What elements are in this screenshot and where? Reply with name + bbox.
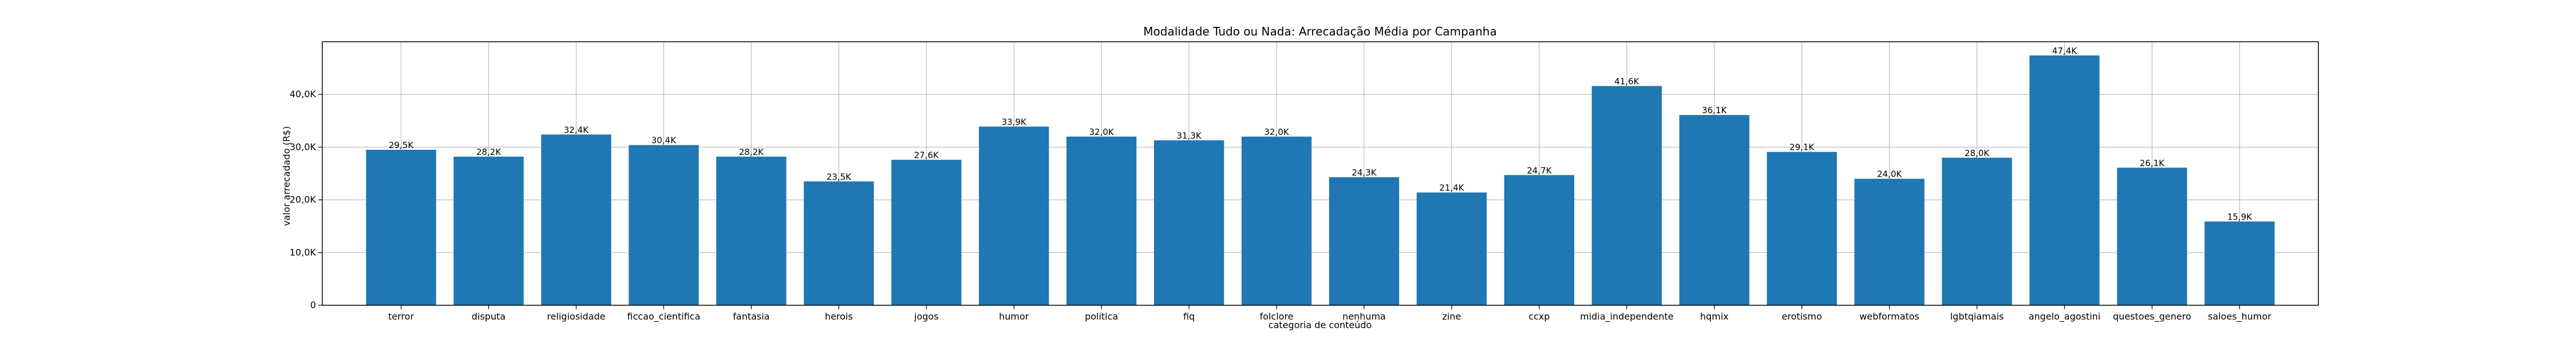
bar-humor: [979, 126, 1049, 305]
y-tick-label: 30,0K: [290, 141, 317, 152]
bar-saloes_humor: [2204, 221, 2275, 305]
bar-religiosidade: [541, 134, 611, 305]
bars: [366, 55, 2275, 306]
x-tick-label-midia_independente: midia_independente: [1580, 311, 1673, 322]
bar-ccxp: [1504, 175, 1575, 305]
x-tick-label-jogos: jogos: [914, 311, 939, 322]
bar-fiq: [1153, 140, 1224, 305]
x-axis: terror disputa religiosidade ficcao_cientif…: [388, 305, 2271, 322]
x-tick-label-angelo_agostini: angelo_agostini: [2029, 311, 2101, 322]
bar-angelo_agostini: [2029, 55, 2100, 306]
bar-hqmix: [1679, 115, 1749, 305]
data-label-herois: 23,5K: [827, 172, 852, 182]
bar-questoes_genero: [2117, 167, 2187, 305]
data-label-religiosidade: 32,4K: [564, 125, 589, 135]
data-label-disputa: 28,2K: [476, 147, 501, 157]
x-tick-label-terror: terror: [388, 311, 414, 322]
bar-midia_independente: [1591, 86, 1662, 305]
x-tick-label-saloes_humor: saloes_humor: [2208, 311, 2271, 322]
x-tick-label-ccxp: ccxp: [1528, 311, 1550, 322]
x-tick-label-politica: politica: [1085, 311, 1118, 322]
y-tick-label: 10,0K: [290, 247, 317, 258]
data-label-erotismo: 29,1K: [1789, 142, 1815, 153]
x-tick-label-fantasia: fantasia: [733, 311, 769, 322]
x-tick-label-folclore: folclore: [1260, 311, 1294, 322]
x-tick-label-questoes_genero: questoes_genero: [2113, 311, 2191, 322]
bar-jogos: [891, 159, 962, 305]
y-tick-label: 40,0K: [290, 89, 317, 99]
x-tick-label-humor: humor: [999, 311, 1029, 322]
bar-fantasia: [716, 156, 787, 305]
bar-terror: [366, 150, 436, 305]
x-tick-label-lgbtqiamais: lgbtqiamais: [1950, 311, 2004, 322]
y-axis-label: valor arrecadado (R$): [281, 126, 292, 226]
data-label-politica: 32,0K: [1089, 127, 1115, 137]
data-label-fiq: 31,3K: [1176, 130, 1202, 141]
bar-webformatos: [1854, 178, 1925, 305]
data-label-questoes_genero: 26,1K: [2140, 158, 2165, 168]
x-tick-label-erotismo: erotismo: [1782, 311, 1822, 322]
bar-herois: [804, 181, 874, 305]
bar-politica: [1066, 136, 1137, 305]
data-label-midia_independente: 41,6K: [1614, 76, 1639, 86]
data-label-nenhuma: 24,3K: [1352, 167, 1377, 178]
plot-frame: [322, 41, 2319, 306]
chart-title: Modalidade Tudo ou Nada: Arrecadação Méd…: [1143, 25, 1496, 38]
data-label-fantasia: 28,2K: [739, 147, 764, 157]
data-label-angelo_agostini: 47,4K: [2052, 46, 2077, 56]
data-label-lgbtqiamais: 28,0K: [1965, 148, 1990, 158]
x-tick-label-religiosidade: religiosidade: [547, 311, 605, 322]
data-label-ccxp: 24,7K: [1527, 165, 1552, 176]
x-tick-label-herois: herois: [825, 311, 853, 322]
x-axis-label: categoria de conteúdo: [1269, 320, 1372, 330]
data-label-folclore: 32,0K: [1264, 127, 1289, 137]
data-label-ficcao_cientifica: 30,4K: [651, 135, 677, 146]
grid-lines: [322, 42, 2318, 306]
x-tick-label-disputa: disputa: [472, 311, 505, 322]
bar-zine: [1416, 192, 1487, 305]
x-tick-label-hqmix: hqmix: [1700, 311, 1729, 322]
bar-lgbtqiamais: [1942, 157, 2012, 305]
bar-erotismo: [1767, 151, 1837, 305]
bar-ficcao_cientifica: [629, 145, 699, 305]
x-tick-label-zine: zine: [1442, 311, 1461, 322]
data-label-jogos: 27,6K: [914, 150, 939, 161]
data-label-humor: 33,9K: [1002, 117, 1027, 127]
x-tick-label-nenhuma: nenhuma: [1342, 311, 1386, 322]
y-tick-label: 0: [310, 300, 316, 310]
x-tick-label-ficcao_cientifica: ficcao_cientifica: [627, 311, 701, 322]
y-axis: 0 10,0K 20,0K 30,0K 40,0K: [290, 89, 322, 310]
data-labels: 29,5K 28,2K 32,4K 30,4K 28,2K 23,5K 27,6K 33,9K…: [389, 46, 2253, 222]
data-label-saloes_humor: 15,9K: [2227, 212, 2253, 222]
x-tick-label-fiq: fiq: [1183, 311, 1195, 322]
bar-nenhuma: [1329, 177, 1400, 305]
data-label-zine: 21,4K: [1439, 183, 1464, 193]
x-tick-label-webformatos: webformatos: [1859, 311, 1919, 322]
bar-disputa: [453, 156, 524, 305]
data-label-terror: 29,5K: [389, 140, 414, 150]
y-tick-label: 20,0K: [290, 194, 317, 205]
bar-folclore: [1241, 136, 1312, 305]
data-label-webformatos: 24,0K: [1877, 169, 1902, 180]
data-label-hqmix: 36,1K: [1702, 105, 1727, 115]
